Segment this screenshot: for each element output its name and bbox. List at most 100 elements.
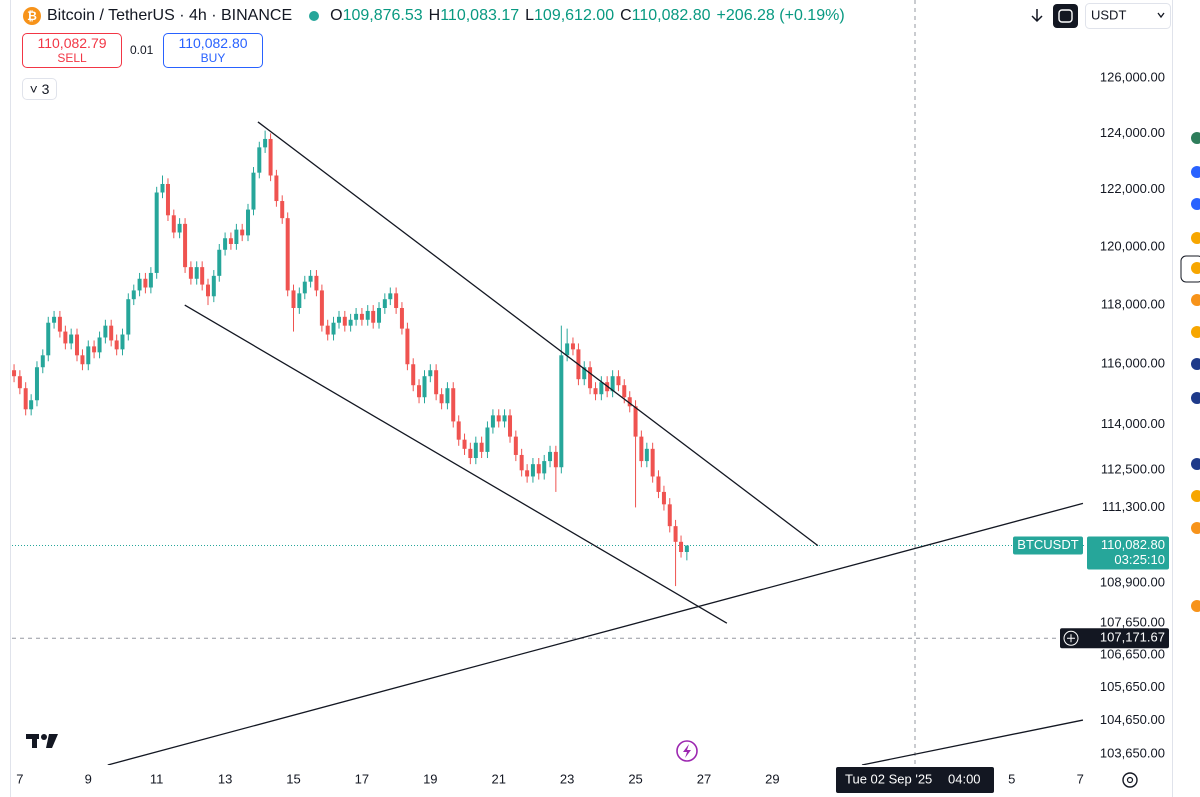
candle-body	[519, 454, 524, 471]
candle-body	[336, 316, 341, 323]
ohlc-value: 109,876.53	[342, 7, 423, 24]
y-tick-label: 120,000.00	[1100, 238, 1165, 253]
candle-body	[371, 310, 376, 323]
crosshair-price-label: 107,171.67	[1100, 630, 1165, 645]
price-tag	[1087, 536, 1169, 570]
candle-body	[291, 290, 296, 309]
candle-body	[109, 325, 114, 341]
candle-body	[52, 316, 57, 323]
candle-body	[314, 275, 319, 291]
candle-body	[268, 138, 273, 176]
candle-body	[200, 267, 205, 285]
candle-body	[451, 388, 456, 422]
candle-body	[251, 172, 256, 210]
candle-body	[434, 370, 439, 395]
settings-icon[interactable]	[1122, 772, 1138, 788]
screenshot-button[interactable]	[1053, 4, 1078, 28]
candle-body	[565, 343, 570, 356]
candle-body	[530, 464, 535, 477]
candle-body	[508, 415, 513, 437]
sell-button[interactable]: 110,082.79 SELL	[22, 33, 122, 68]
candle-body	[348, 319, 353, 326]
y-tick-label: 124,000.00	[1100, 125, 1165, 140]
crosshair-price-tag	[1060, 628, 1169, 649]
price-tag-label: 110,082.80	[1101, 537, 1165, 552]
candle-body	[194, 267, 199, 279]
candle-body	[417, 385, 422, 398]
x-tick-label: 11	[150, 771, 164, 786]
sidebar-icons	[1180, 132, 1200, 612]
candle-body	[490, 415, 495, 428]
candle-body	[188, 267, 193, 279]
candle-body	[302, 281, 307, 294]
candle-body	[74, 334, 79, 356]
candle-body	[183, 223, 188, 268]
candle-body	[126, 299, 131, 335]
candle-body	[165, 183, 170, 216]
candle-body	[553, 451, 558, 468]
candle-body	[570, 343, 575, 350]
indicators-toggle[interactable]: ˅ 3	[22, 78, 57, 100]
lightning-icon[interactable]	[676, 740, 698, 762]
candle-body	[297, 293, 302, 309]
x-tick-label: 15	[286, 771, 300, 786]
candle-body	[342, 316, 347, 326]
x-tick-label: 23	[560, 771, 574, 786]
candle-body	[536, 464, 541, 474]
candle-body	[17, 376, 22, 389]
candle-body	[120, 334, 125, 350]
candle-body	[23, 388, 28, 410]
candle-body	[382, 299, 387, 309]
candle-body	[679, 541, 684, 552]
candle-body	[308, 275, 313, 282]
candle-body	[661, 491, 666, 505]
candle-body	[148, 272, 153, 288]
change: +206.28 (+0.19%)	[716, 7, 845, 24]
candle-body	[405, 328, 410, 365]
candle-body	[502, 415, 507, 422]
candle-body	[57, 316, 62, 332]
y-tick-label: 105,650.00	[1100, 679, 1165, 694]
y-tick-label: 106,650.00	[1100, 647, 1165, 662]
legend-header: ₿ Bitcoin / TetherUS · 4h · BINANCE O 109…	[22, 4, 845, 28]
candle-body	[160, 183, 165, 193]
crosshair-time-label: 04:00	[948, 771, 981, 786]
candle-body	[46, 322, 51, 356]
download-button[interactable]	[1031, 9, 1043, 23]
candle-body	[217, 249, 222, 276]
candle-body	[473, 442, 478, 459]
add-alert-icon[interactable]	[1063, 630, 1079, 646]
symbol-icon: ₿	[23, 7, 41, 25]
candle-body	[211, 275, 216, 297]
x-tick-label: 25	[628, 771, 642, 786]
buy-button[interactable]: 110,082.80 BUY	[163, 33, 263, 68]
x-tick-label: 21	[491, 771, 505, 786]
candle-body	[582, 367, 587, 380]
candle-body	[610, 376, 615, 392]
candle-body	[365, 310, 370, 320]
candle-body	[673, 526, 678, 542]
candle-body	[103, 325, 108, 338]
candle-body	[171, 215, 176, 233]
x-tick-label: 19	[423, 771, 437, 786]
candle-body	[559, 355, 564, 468]
tv-logo	[26, 734, 58, 748]
candle-body	[456, 421, 461, 440]
candle-body	[240, 229, 245, 236]
spread: 0.01	[130, 43, 154, 57]
currency-select[interactable]	[1085, 3, 1171, 29]
candle-body	[331, 322, 336, 335]
ohlc-label: H	[428, 7, 441, 24]
x-tick-label: 13	[218, 771, 232, 786]
candle-body	[97, 337, 102, 353]
trendline	[107, 502, 1084, 765]
candle-body	[92, 346, 97, 353]
candle-body	[650, 448, 655, 477]
candle-body	[246, 209, 251, 236]
countdown-label: 03:25:10	[1114, 552, 1165, 567]
candle-body	[422, 376, 427, 398]
x-tick-label: 5	[1008, 771, 1015, 786]
candle-body	[319, 290, 324, 326]
candle-body	[548, 451, 553, 462]
candle-body	[177, 223, 182, 233]
